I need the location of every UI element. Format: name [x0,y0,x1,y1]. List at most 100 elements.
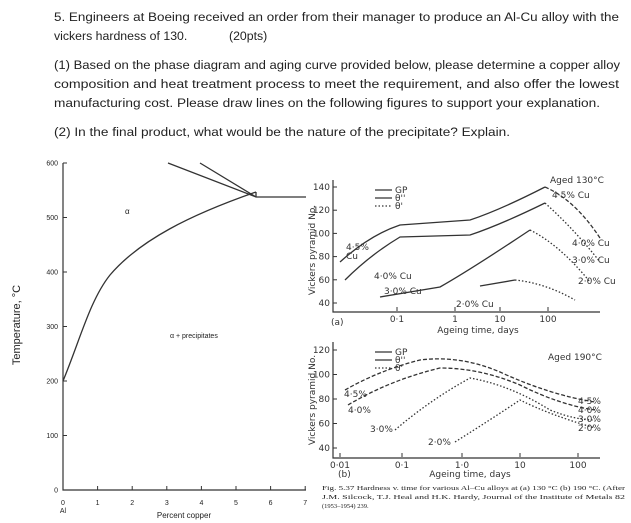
legend-label: θ'' [395,194,405,204]
question-line: manufacturing cost. Please draw lines on… [54,96,600,110]
chart-title: Aged 130°C [550,176,604,186]
x-tick-label: 7 [303,500,307,507]
x-tick-label: 1 [96,500,100,507]
y-tick-label: 400 [46,270,58,277]
caption-line: Fig. 5.37 Hardness v. time for various A… [322,485,626,492]
curve [339,186,546,263]
legend-label: θ'' [395,356,405,366]
region-label: α + precipitates [170,333,218,340]
curve [454,399,596,443]
x-tick-label: 2 [130,500,134,507]
y-tick-label: 60 [319,276,331,286]
y-tick-label: 80 [319,253,331,263]
curve-label: Cu [346,252,358,262]
x-tick-label: 10 [494,315,506,325]
y-tick-label: 200 [46,379,58,386]
phase-diagram: Temperature, °C Percent copper Al α α + … [11,161,307,521]
curve-label: 4·0% Cu [374,272,412,282]
legend-swatch [375,189,392,199]
points: (20pts) [229,29,267,43]
curve [379,229,531,298]
question-line: (2) In the final product, what would be … [54,125,510,139]
caption-line: (1953–1954) 239. [322,503,369,510]
x-axis-label: Percent copper [157,511,212,520]
curve [544,202,601,263]
x-tick-label: 4 [199,500,203,507]
curve-label: 2·0% [428,438,451,448]
question-line: vickers hardness of 130. [54,29,187,43]
curve [394,377,596,431]
curve-label: 2·0% Cu [578,277,616,287]
curve-label: 4·0% Cu [572,239,610,249]
legend-swatch [375,351,392,361]
question-line: composition and heat treatment process t… [54,77,620,91]
axes [62,163,306,491]
panel-label: (b) [338,470,351,480]
x-tick-label: 0·1 [390,315,404,325]
y-tick-label: 100 [313,371,330,381]
solvus [62,191,257,382]
curve [479,279,516,287]
x-axis-label: Ageing time, days [437,326,519,336]
curve [514,279,576,301]
curve-label: 3·0% [578,415,601,425]
x-origin-label: Al [60,508,67,515]
curve-label: 4·5% [344,390,367,400]
phase-lines [167,162,306,198]
curve-label: 2·0% [578,424,601,434]
y-tick-label: 60 [319,420,331,430]
y-tick-label: 40 [319,299,331,309]
curve-label: 4·5% Cu [552,191,590,201]
x-tick-label: 1 [452,315,458,325]
y-tick-label: 0 [54,488,58,495]
x-tick-label: 0·01 [330,461,350,471]
question-line: (1) Based on the phase diagram and aging… [54,58,621,72]
x-tick-label: 1·0 [455,461,470,471]
x-tick-label: 5 [234,500,238,507]
y-tick-label: 40 [319,444,331,454]
x-tick-label: 10 [514,461,526,471]
chart-title: Aged 190°C [548,353,602,363]
axes [332,180,600,313]
legend-label: θ' [395,202,403,212]
curve-label: 2·0% Cu [456,300,494,310]
y-tick-label: 100 [313,229,330,239]
y-tick-label: 100 [46,433,58,440]
curve [344,202,546,281]
curve-label: 4·0% [578,406,601,416]
curve [344,358,596,403]
aging-chart-a: GP θ'' θ' Aged 130°C 4·5% Cu 4·0% Cu 3·0… [308,176,616,336]
x-tick-label: 0·1 [395,461,409,471]
axes [332,342,600,459]
aging-chart-b: GP θ'' θ' Aged 190°C 4·5% 4·0% 3·0% 2·0%… [308,342,602,480]
curve-label: 4·0% [348,406,371,416]
curve-label: 4·5% [578,397,601,407]
x-tick-label: 0 [61,500,65,507]
y-tick-label: 80 [319,395,331,405]
curve-label: 3·0% Cu [572,256,610,266]
curve [544,186,601,239]
curve [529,229,591,283]
x-tick-label: 3 [165,500,169,507]
curve-label: 4·5% [346,243,369,253]
y-tick-label: 120 [313,206,330,216]
y-tick-label: 140 [313,183,330,193]
x-axis-label: Ageing time, days [429,470,511,480]
y-tick-label: 600 [46,161,58,168]
legend-label: GP [395,348,408,358]
legend-label: θ' [395,364,403,374]
y-axis-label: Temperature, °C [11,285,23,365]
x-tick-label: 6 [269,500,273,507]
x-tick-label: 100 [569,461,586,471]
caption-line: J.M. Silcock, T.J. Heal and H.K. Hardy, … [322,494,625,501]
curve-label: 3·0% [370,425,393,435]
curve-label: 3·0% Cu [384,287,422,297]
region-label: α [125,207,130,216]
x-tick-label: 100 [539,315,556,325]
y-axis-label: Vickers pyramid No. [308,355,318,445]
legend-label: GP [395,186,408,196]
y-tick-label: 300 [46,324,58,331]
y-tick-label: 500 [46,215,58,222]
y-axis-label: Vickers pyramid No. [308,205,318,295]
